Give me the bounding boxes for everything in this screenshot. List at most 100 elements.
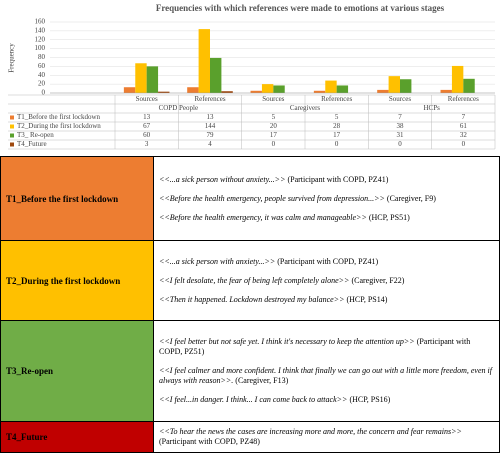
chart: Frequencies with which references were m… [8, 3, 496, 150]
quote-source: (Caregiver, F13) [235, 376, 289, 385]
data-label: 0 [462, 140, 466, 148]
quote-text: <<I feel calmer and more confident. I th… [159, 366, 492, 385]
quote: <<Before the health emergency, people su… [159, 194, 494, 204]
quote-source: (Caregiver, F22) [351, 275, 405, 285]
data-label: 17 [333, 131, 341, 139]
data-label: 13 [143, 113, 151, 121]
bar [135, 63, 147, 93]
y-tick-label: 40 [38, 71, 46, 79]
data-label: 31 [397, 131, 405, 139]
bar [146, 66, 159, 93]
quote: <<...a sick person with anxiety...>> (Pa… [159, 257, 494, 267]
data-label: 79 [207, 131, 215, 139]
quote: <<I felt desolate, the fear of being lef… [159, 276, 494, 286]
quote-text: <<Before the health emergency, people su… [159, 193, 385, 203]
data-label: 7 [398, 113, 402, 121]
legend-swatch [10, 142, 14, 147]
bar [325, 80, 337, 93]
x-tick-label: Sources [389, 95, 411, 103]
bar [313, 90, 326, 93]
quote-text: <<I feel...in danger. I think... I can c… [159, 395, 348, 404]
quote: <<I feel...in danger. I think... I can c… [159, 395, 494, 405]
bar [261, 84, 274, 93]
data-label: 61 [460, 122, 468, 130]
x-tick-label: References [194, 95, 225, 103]
y-tick-label: 0 [42, 89, 46, 97]
quote-source: (Participant with COPD, PZ41) [287, 174, 389, 184]
bar [451, 65, 464, 93]
data-label: 38 [397, 122, 405, 130]
bar [463, 78, 475, 93]
quotes-cell: <<I feel better but not safe yet. I thin… [153, 320, 500, 422]
bar [250, 90, 262, 93]
legend-swatch [10, 133, 14, 138]
group-label: COPD People [159, 104, 198, 112]
quote-source: (HCP, PS51) [368, 212, 410, 222]
quote-source: (Participant with COPD, PZ51) [159, 337, 471, 356]
table-row: T3_Re-open <<I feel better but not safe y… [0, 320, 500, 422]
quote: <<Before the health emergency, it was ca… [159, 213, 494, 223]
data-label: 0 [398, 140, 402, 148]
legend-swatch [10, 115, 14, 120]
quote-source: (HCP, PS16) [349, 395, 391, 404]
legend-label: T3_ Re-open [17, 131, 54, 139]
quote-text: <<Then it happened. Lockdown destroyed m… [159, 294, 345, 304]
data-label: 0 [272, 140, 276, 148]
y-tick-label: 120 [35, 35, 46, 43]
quotes-cell: <<To hear the news the cases are increas… [153, 421, 500, 453]
data-label: 13 [207, 113, 215, 121]
bar [440, 89, 452, 93]
bar [336, 85, 349, 93]
quote-source: (Caregiver, F9) [386, 193, 436, 203]
table-row: T2_During the first lockdown <<...a sick … [0, 240, 500, 321]
data-label: 0 [335, 140, 339, 148]
bar [187, 87, 199, 93]
quote: <<To hear the news the cases are increas… [159, 427, 494, 447]
quote: <<I feel calmer and more confident. I th… [159, 366, 494, 386]
quote-source: (Participant with COPD, PZ48) [159, 437, 260, 446]
quote-text: <<Before the health emergency, it was ca… [159, 212, 367, 222]
quote-table: T1_Before the first lockdown <<...a sick … [0, 156, 500, 453]
data-label: 5 [335, 113, 339, 121]
y-tick-label: 100 [35, 44, 46, 52]
quote: <<I feel better but not safe yet. I thin… [159, 337, 494, 357]
quote-text: <<To hear the news the cases are increas… [159, 427, 462, 436]
data-label: 144 [205, 122, 216, 130]
legend-label: T4_Future [17, 140, 47, 148]
y-label: Frequency [8, 43, 16, 73]
x-tick-label: References [448, 95, 479, 103]
stage-label: T1_Before the first lockdown [0, 156, 154, 241]
bar [388, 76, 400, 93]
quote-text: <<...a sick person with anxiety...>> [159, 256, 276, 266]
y-tick-label: 140 [35, 26, 46, 34]
bar [210, 57, 222, 93]
data-label: 32 [460, 131, 468, 139]
bar [400, 79, 412, 93]
bar [158, 91, 170, 93]
quote: <<Then it happened. Lockdown destroyed m… [159, 295, 494, 305]
table-row: T1_Before the first lockdown <<...a sick … [0, 156, 500, 241]
quote: <<...a sick person without anxiety...>> … [159, 175, 494, 185]
y-tick-label: 160 [35, 18, 46, 26]
stage-label: T4_Future [0, 421, 154, 453]
data-label: 17 [270, 131, 278, 139]
data-label: 28 [333, 122, 341, 130]
y-tick-label: 60 [38, 62, 46, 70]
quote-text: <<...a sick person without anxiety...>> [159, 174, 286, 184]
legend-swatch [10, 124, 14, 129]
data-label: 3 [145, 140, 149, 148]
bar [198, 29, 210, 94]
x-tick-label: Sources [136, 95, 158, 103]
data-label: 5 [272, 113, 276, 121]
data-label: 20 [270, 122, 278, 130]
quote-text: <<I feel better but not safe yet. I thin… [159, 337, 415, 346]
bar [221, 91, 233, 93]
legend-label: T2_During the first lockdown [17, 122, 101, 130]
group-label: HCPs [423, 104, 440, 112]
group-label: Caregivers [290, 104, 321, 112]
quotes-cell: <<...a sick person without anxiety...>> … [153, 156, 500, 241]
y-tick-label: 80 [38, 53, 46, 61]
stage-label: T3_Re-open [0, 320, 154, 422]
x-tick-label: Sources [262, 95, 284, 103]
bar [273, 85, 285, 93]
